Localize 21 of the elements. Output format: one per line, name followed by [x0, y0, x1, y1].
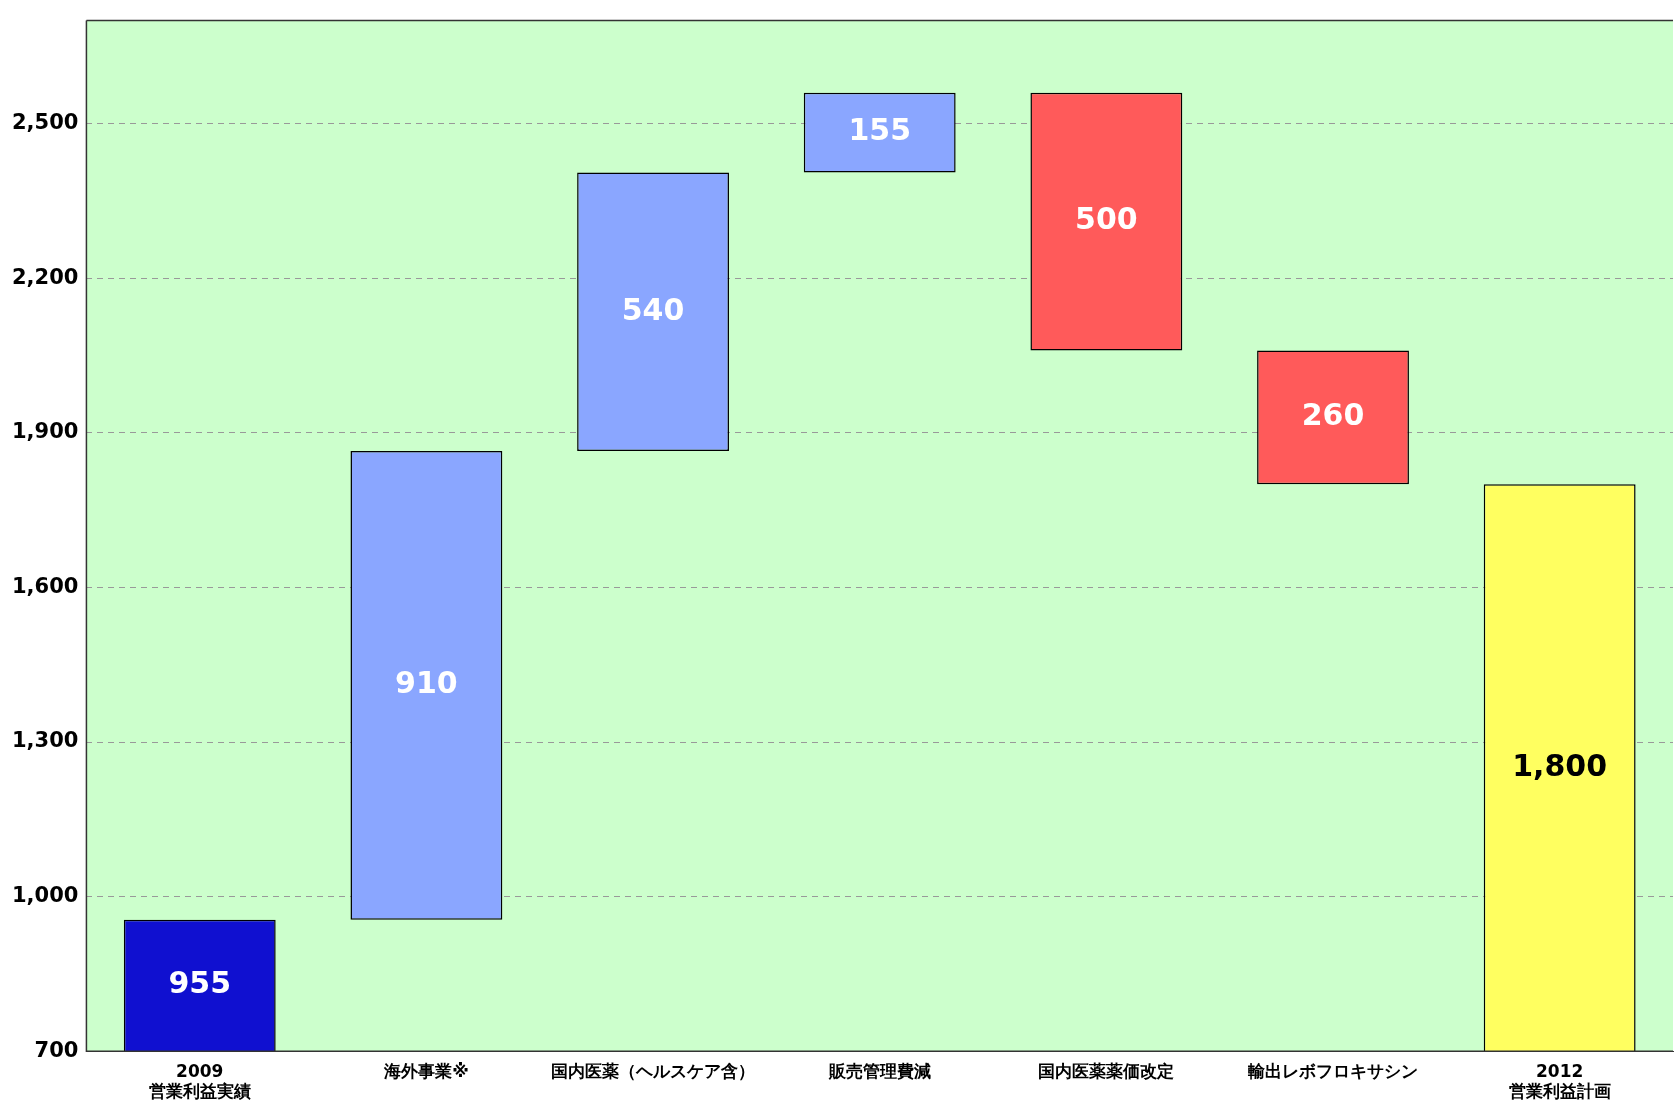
- data-label: 955: [168, 965, 232, 1001]
- y-tick-label: 2,500: [11, 110, 79, 135]
- y-tick-label: 1,000: [11, 883, 79, 908]
- x-tick-label: 国内医薬薬価改定: [1038, 1060, 1175, 1081]
- data-label: 500: [1075, 201, 1138, 237]
- x-tick-label: 国内医薬（ヘルスケア含）: [551, 1060, 756, 1081]
- data-label: 1,800: [1512, 747, 1608, 783]
- x-tick-label: 2012 営業利益計画: [1508, 1060, 1611, 1102]
- data-label: 260: [1301, 397, 1365, 433]
- data-label: 155: [848, 112, 912, 148]
- y-tick-label: 1,900: [11, 419, 79, 444]
- x-tick-label: 販売管理費減: [827, 1060, 931, 1081]
- y-tick-label: 700: [34, 1037, 79, 1062]
- data-label: 910: [395, 665, 458, 701]
- x-tick-label: 輸出レボフロキサシン: [1247, 1060, 1419, 1081]
- y-tick-label: 2,200: [11, 264, 79, 289]
- x-tick-label: 海外事業※: [383, 1060, 469, 1081]
- y-tick-label: 1,300: [11, 728, 79, 753]
- y-tick-label: 1,600: [11, 573, 79, 598]
- data-label: 540: [621, 291, 685, 327]
- x-tick-label: 2009 営業利益実績: [148, 1060, 251, 1102]
